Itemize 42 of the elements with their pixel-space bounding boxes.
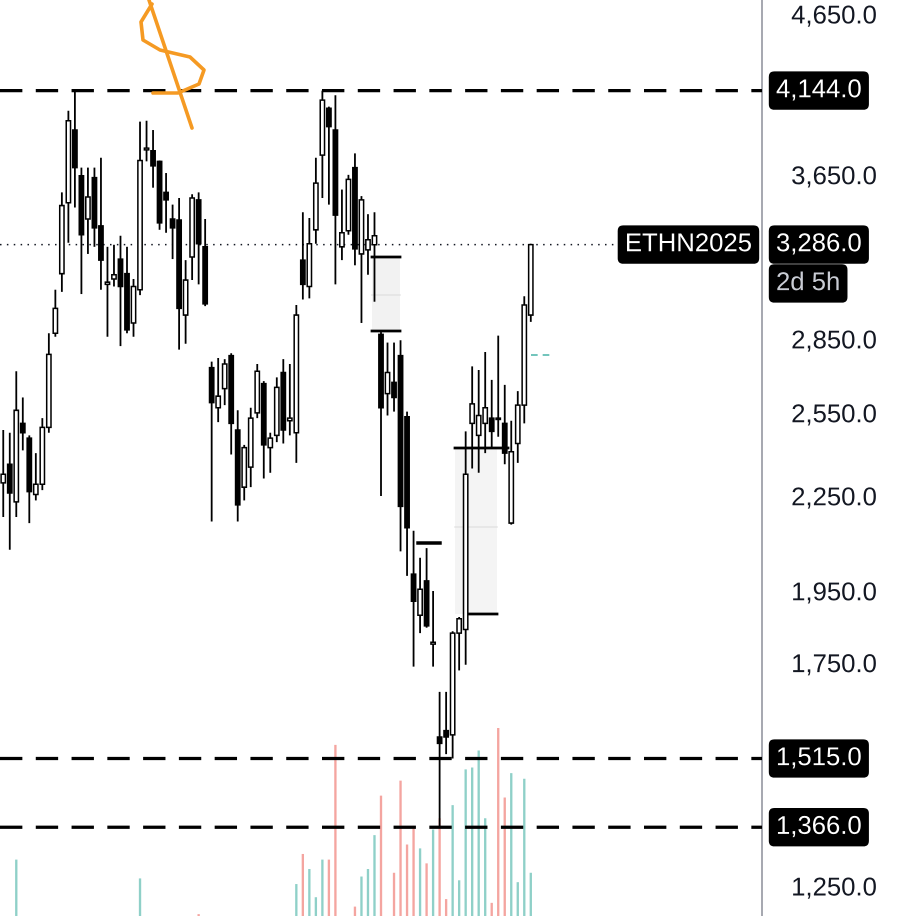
bar: [471, 767, 474, 916]
bar: [464, 769, 467, 916]
bar: [438, 818, 441, 916]
y-tick-label: 2,550.0: [792, 404, 876, 426]
bar: [444, 899, 448, 916]
text: 2d 5h: [777, 271, 839, 290]
bar: [516, 882, 519, 916]
bar: [478, 750, 480, 916]
bar: [530, 872, 532, 916]
candlestick: [430, 590, 436, 668]
bar: [504, 798, 506, 916]
bar: [314, 897, 318, 916]
bar: [328, 860, 330, 916]
ref-line-label: 4,144.0: [776, 79, 861, 101]
bar: [451, 805, 454, 916]
candlestick: [104, 246, 110, 338]
y-tick-label: 4,650.0: [792, 5, 876, 27]
y-tick-label: 3,650.0: [792, 166, 876, 188]
bar: [497, 728, 500, 916]
y-tick-label: 1,250.0: [793, 878, 876, 899]
ref-line-label: 1,366.0: [778, 816, 861, 838]
y-tick-label: 1,750.0: [793, 654, 876, 676]
bar: [302, 854, 304, 916]
bar: [484, 818, 486, 916]
y-tick-label: 1,950.0: [793, 582, 876, 604]
y-tick-label: 2,250.0: [792, 487, 876, 509]
bar: [510, 773, 512, 916]
y-tick-label: 2,850.0: [792, 330, 876, 352]
bar: [432, 830, 434, 916]
ref-line-label: 3,286.0: [776, 233, 861, 255]
bar: [523, 778, 526, 916]
bar: [295, 884, 298, 916]
bar: [321, 860, 324, 916]
annotation: ETHN2025: [627, 233, 751, 252]
bar: [334, 744, 337, 916]
candlestick: [339, 188, 345, 262]
bar: [308, 869, 311, 916]
bar: [425, 863, 428, 916]
bar: [15, 860, 18, 916]
ref-line-label: 1,515.0: [778, 747, 861, 768]
bar: [458, 880, 460, 916]
bar: [490, 902, 493, 916]
